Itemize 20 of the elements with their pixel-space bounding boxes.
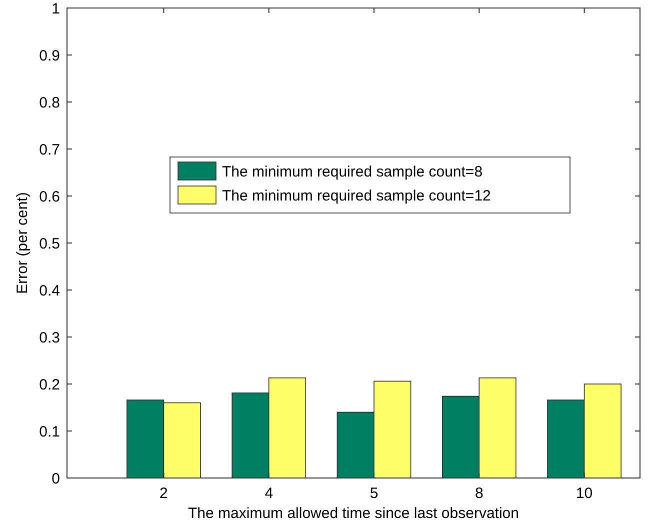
- y-tick-label: 1: [52, 0, 60, 18]
- x-tick-label: 5: [370, 485, 378, 502]
- legend-label: The minimum required sample count=12: [222, 187, 491, 204]
- legend-label: The minimum required sample count=8: [222, 163, 483, 180]
- x-tick-label: 10: [576, 485, 593, 502]
- y-tick-label: 0.8: [39, 94, 60, 112]
- y-tick-label: 0.4: [39, 282, 60, 300]
- x-tick-label: 4: [264, 485, 274, 502]
- x-tick-label: 8: [474, 485, 484, 502]
- y-tick-label: 0.7: [39, 141, 60, 158]
- y-axis-title: Error (per cent): [14, 192, 31, 294]
- y-tick-label: 0.3: [39, 329, 60, 346]
- y-tick-label: 0.5: [39, 235, 60, 252]
- y-tick-label: 0: [52, 470, 60, 488]
- y-tick-label: 0.1: [39, 423, 60, 440]
- y-tick-label: 0.9: [39, 47, 60, 64]
- x-axis-title: The maximum allowed time since last observation: [188, 505, 519, 522]
- y-tick-label: 0.2: [39, 376, 60, 394]
- x-tick-label: 2: [160, 485, 168, 502]
- y-tick-label: 0.6: [39, 188, 60, 206]
